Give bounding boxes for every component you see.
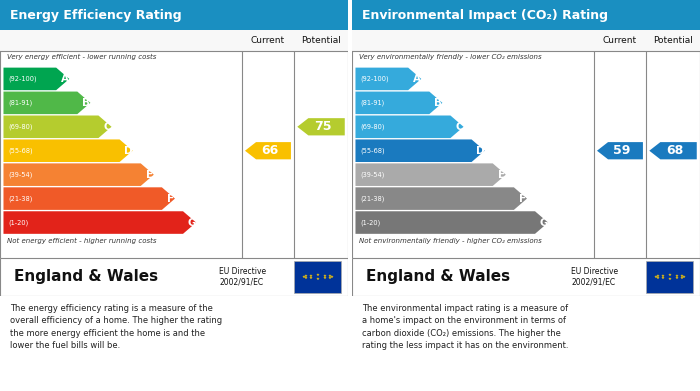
Text: ★: ★: [330, 275, 334, 279]
Text: (81-91): (81-91): [360, 100, 385, 106]
Text: ★: ★: [675, 274, 678, 278]
Text: ★: ★: [655, 274, 659, 278]
Text: B: B: [82, 98, 90, 108]
Text: (81-91): (81-91): [8, 100, 33, 106]
Text: ★: ★: [680, 274, 684, 278]
Text: (1-20): (1-20): [8, 219, 29, 226]
Text: (69-80): (69-80): [360, 124, 385, 130]
Text: ★: ★: [661, 276, 664, 280]
Polygon shape: [4, 187, 175, 210]
Text: ★: ★: [668, 276, 671, 280]
Text: (1-20): (1-20): [360, 219, 381, 226]
Text: Potential: Potential: [301, 36, 341, 45]
Text: EU Directive
2002/91/EC: EU Directive 2002/91/EC: [219, 267, 267, 287]
Text: ★: ★: [655, 276, 659, 280]
Text: Not energy efficient - higher running costs: Not energy efficient - higher running co…: [7, 237, 157, 244]
Text: (92-100): (92-100): [360, 75, 389, 82]
Polygon shape: [245, 142, 291, 160]
Text: G: G: [188, 217, 196, 228]
Polygon shape: [356, 91, 442, 114]
Text: G: G: [539, 217, 548, 228]
Text: (92-100): (92-100): [8, 75, 37, 82]
Bar: [294, 261, 341, 293]
Text: Energy Efficiency Rating: Energy Efficiency Rating: [10, 9, 182, 22]
Text: ★: ★: [303, 276, 307, 280]
Bar: [352, 30, 700, 50]
Text: 75: 75: [314, 120, 331, 133]
Text: F: F: [519, 194, 526, 204]
Text: ★: ★: [316, 273, 319, 278]
Polygon shape: [4, 140, 133, 162]
Text: E: E: [146, 170, 153, 180]
Text: A: A: [413, 74, 421, 84]
Text: 66: 66: [261, 144, 278, 157]
Polygon shape: [4, 163, 154, 186]
Text: ★: ★: [680, 276, 684, 280]
Text: ★: ★: [323, 276, 326, 280]
Text: England & Wales: England & Wales: [14, 269, 158, 285]
Text: (39-54): (39-54): [360, 171, 385, 178]
Polygon shape: [298, 118, 345, 135]
Polygon shape: [4, 211, 196, 234]
Text: ★: ★: [661, 274, 664, 278]
Text: C: C: [455, 122, 463, 132]
Text: Not environmentally friendly - higher CO₂ emissions: Not environmentally friendly - higher CO…: [359, 237, 542, 244]
Text: ★: ★: [323, 274, 326, 278]
Text: Environmental Impact (CO₂) Rating: Environmental Impact (CO₂) Rating: [363, 9, 608, 22]
Polygon shape: [4, 68, 69, 90]
Polygon shape: [356, 68, 421, 90]
Text: England & Wales: England & Wales: [366, 269, 510, 285]
Text: EU Directive
2002/91/EC: EU Directive 2002/91/EC: [571, 267, 618, 287]
Polygon shape: [356, 140, 484, 162]
Text: Very environmentally friendly - lower CO₂ emissions: Very environmentally friendly - lower CO…: [359, 54, 542, 60]
Text: D: D: [476, 146, 484, 156]
Text: (55-68): (55-68): [360, 147, 385, 154]
Text: F: F: [167, 194, 174, 204]
Polygon shape: [356, 163, 506, 186]
Bar: [646, 261, 693, 293]
Text: ★: ★: [302, 275, 305, 279]
Text: E: E: [498, 170, 505, 180]
Text: (39-54): (39-54): [8, 171, 33, 178]
Text: ★: ★: [675, 276, 678, 280]
Text: ★: ★: [668, 273, 671, 278]
Text: B: B: [434, 98, 442, 108]
Text: D: D: [124, 146, 132, 156]
Text: ★: ★: [328, 274, 332, 278]
Text: A: A: [61, 74, 69, 84]
Polygon shape: [356, 211, 548, 234]
Text: Current: Current: [251, 36, 285, 45]
Polygon shape: [4, 115, 111, 138]
Text: ★: ★: [654, 275, 657, 279]
Text: (55-68): (55-68): [8, 147, 34, 154]
Text: C: C: [103, 122, 111, 132]
Text: (21-38): (21-38): [360, 196, 385, 202]
Polygon shape: [356, 187, 527, 210]
Text: ★: ★: [682, 275, 685, 279]
Text: ★: ★: [309, 276, 312, 280]
Bar: [0, 30, 348, 50]
Text: Very energy efficient - lower running costs: Very energy efficient - lower running co…: [7, 54, 156, 60]
Text: (69-80): (69-80): [8, 124, 33, 130]
Text: Current: Current: [603, 36, 637, 45]
Text: ★: ★: [309, 274, 312, 278]
Polygon shape: [650, 142, 696, 160]
Text: The energy efficiency rating is a measure of the
overall efficiency of a home. T: The energy efficiency rating is a measur…: [10, 303, 223, 350]
Text: Potential: Potential: [653, 36, 693, 45]
Text: The environmental impact rating is a measure of
a home's impact on the environme: The environmental impact rating is a mea…: [363, 303, 569, 350]
Polygon shape: [4, 91, 90, 114]
Polygon shape: [597, 142, 643, 160]
Polygon shape: [356, 115, 463, 138]
Text: 59: 59: [613, 144, 630, 157]
Text: ★: ★: [303, 274, 307, 278]
Text: (21-38): (21-38): [8, 196, 33, 202]
Text: 68: 68: [666, 144, 683, 157]
Text: ★: ★: [316, 276, 319, 280]
Text: ★: ★: [328, 276, 332, 280]
